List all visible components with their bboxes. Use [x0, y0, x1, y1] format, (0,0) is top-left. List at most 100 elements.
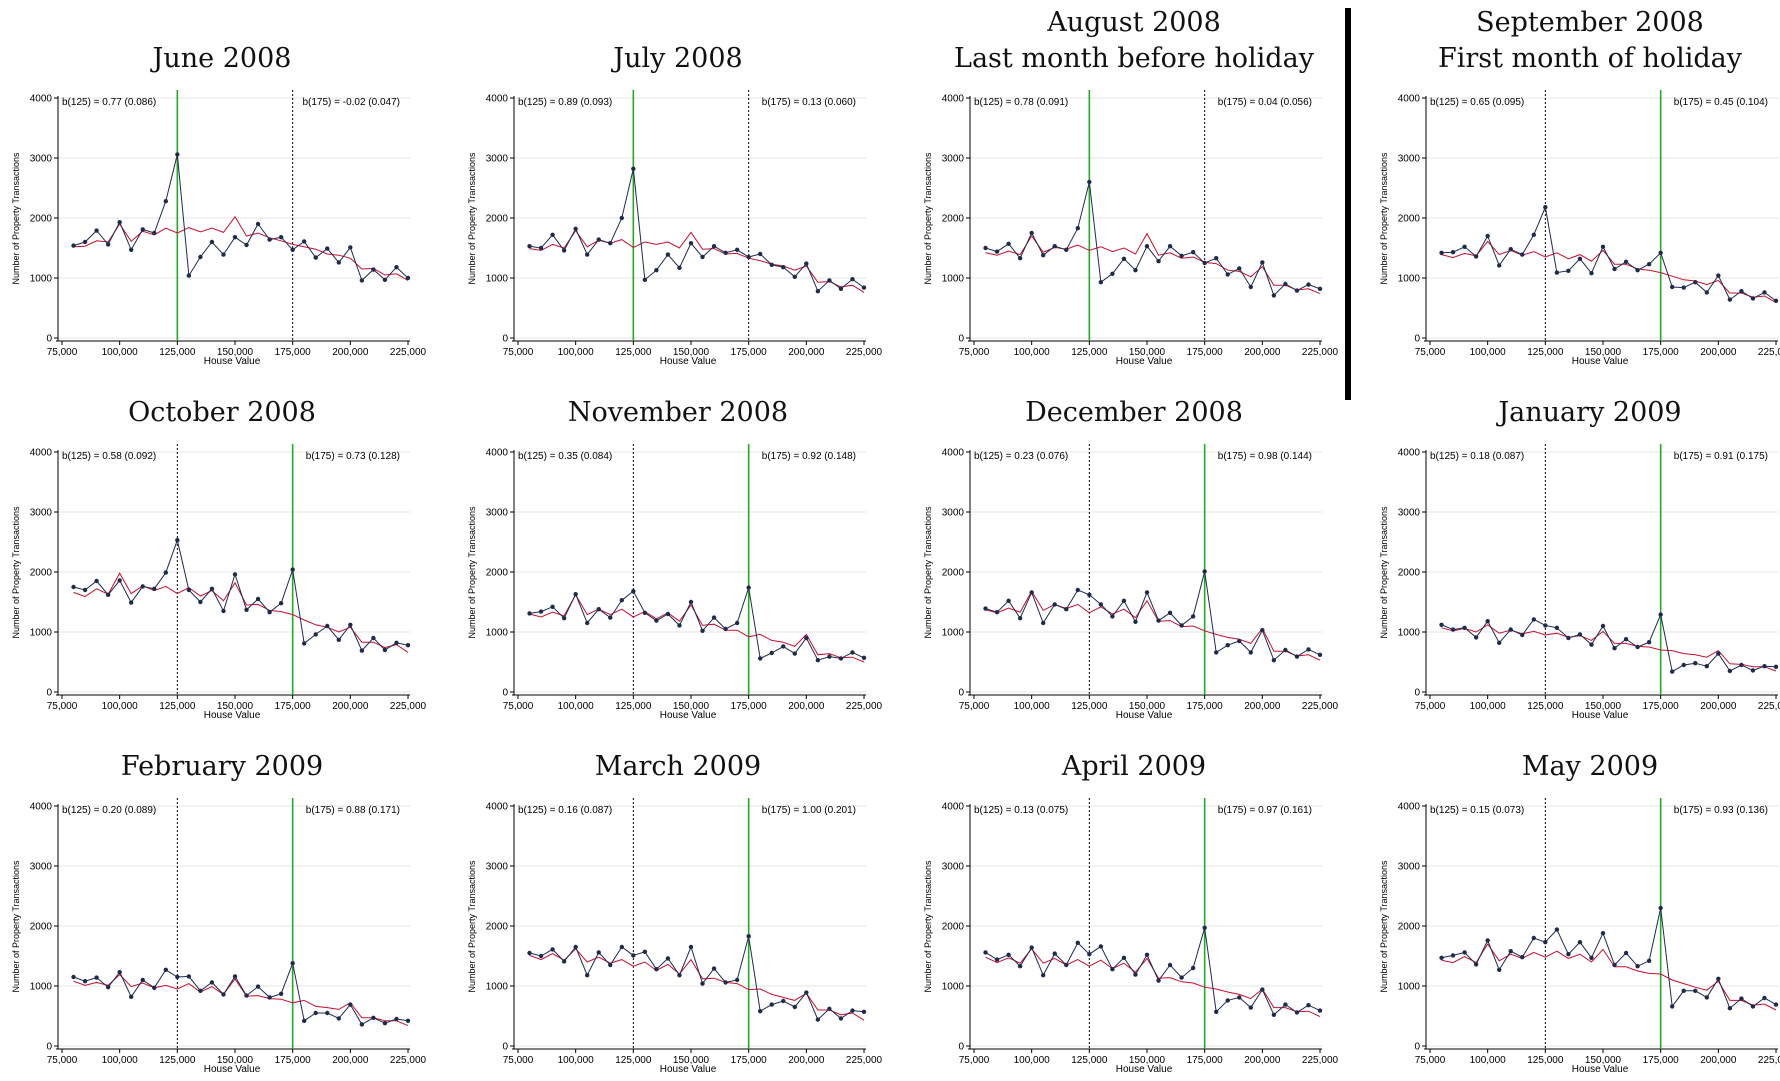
observed-point: [1727, 297, 1733, 302]
chart-title: May 2009: [1521, 751, 1659, 782]
x-tick-label: 100,000: [102, 1055, 139, 1066]
x-tick-label: 150,000: [1585, 347, 1622, 358]
chart-panel: April 2009 0 1000 2000 3000 4000 75,000 100,000…: [912, 708, 1356, 1075]
observed-point: [527, 950, 532, 956]
observed-point: [861, 285, 867, 290]
y-tick-label: 2000: [942, 214, 965, 225]
x-axis-label: House Value: [660, 710, 717, 721]
x-tick-label: 225,000: [1758, 347, 1780, 358]
y-tick-label: 0: [958, 334, 964, 345]
observed-point: [538, 953, 544, 959]
observed-point: [129, 247, 134, 252]
x-tick-label: 175,000: [1187, 347, 1224, 358]
y-tick-label: 3000: [1398, 508, 1421, 519]
observed-point: [1520, 252, 1525, 257]
x-tick-label: 200,000: [1700, 701, 1737, 712]
chart-svg: 0 1000 2000 3000 4000 75,000 100,000 125,000 150…: [467, 90, 883, 367]
observed-point: [209, 980, 215, 985]
observed-point: [1317, 286, 1323, 291]
observed-point: [117, 970, 122, 975]
observed-point: [140, 227, 145, 232]
observed-point: [163, 199, 168, 204]
observed-point: [1064, 607, 1069, 612]
observed-point: [302, 1018, 307, 1023]
observed-point: [746, 585, 751, 590]
observed-point: [688, 944, 694, 950]
observed-point: [1064, 962, 1069, 968]
coef-right-label: b(175) = 0.93 (0.136): [1674, 805, 1768, 816]
coef-left-label: b(125) = 0.77 (0.086): [62, 97, 156, 108]
observed-point: [1577, 632, 1583, 637]
observed-point: [804, 990, 809, 995]
observed-point: [1739, 289, 1744, 294]
observed-point: [198, 599, 203, 605]
observed-point: [1635, 964, 1640, 969]
observed-point: [1566, 268, 1571, 273]
observed-point: [1670, 1004, 1675, 1009]
y-tick-label: 3000: [1398, 154, 1421, 165]
observed-point: [1167, 610, 1173, 615]
observed-point: [861, 1009, 867, 1014]
observed-point: [1214, 1009, 1219, 1014]
observed-point: [1750, 296, 1756, 301]
observed-point: [1283, 647, 1288, 653]
x-tick-label: 125,000: [1527, 1055, 1564, 1066]
y-tick-label: 4000: [942, 448, 965, 459]
x-tick-label: 200,000: [1244, 1055, 1281, 1066]
observed-point: [198, 988, 203, 993]
observed-point: [1294, 288, 1300, 293]
y-tick-label: 3000: [942, 862, 965, 873]
x-axis-label: House Value: [1116, 710, 1173, 721]
observed-point: [175, 974, 180, 980]
y-axis-label: Number of Property Transactions: [1379, 860, 1389, 993]
coef-right-label: b(175) = 0.98 (0.144): [1218, 451, 1312, 462]
observed-point: [394, 265, 399, 270]
observed-point: [348, 245, 353, 250]
observed-point: [1612, 266, 1617, 272]
y-tick-label: 1000: [942, 274, 965, 285]
observed-series-line: [73, 538, 409, 652]
x-axis-label: House Value: [660, 1064, 717, 1075]
observed-series-line: [73, 154, 409, 282]
observed-point: [1670, 669, 1675, 674]
chart-title: November 2008: [567, 397, 789, 428]
observed-point: [983, 950, 988, 955]
observed-point: [1260, 260, 1265, 265]
observed-point: [994, 249, 1000, 254]
chart-subtitle: Last month before holiday: [954, 43, 1314, 74]
x-tick-label: 125,000: [159, 701, 196, 712]
observed-point: [405, 275, 411, 281]
observed-series-line: [1441, 205, 1777, 302]
y-tick-label: 2000: [942, 922, 965, 933]
coef-left-label: b(125) = 0.13 (0.075): [974, 805, 1068, 816]
chart-title: January 2009: [1498, 397, 1682, 428]
observed-point: [1623, 950, 1629, 956]
observed-point: [1439, 622, 1444, 627]
observed-point: [631, 589, 636, 594]
y-tick-label: 0: [958, 1042, 964, 1053]
observed-point: [700, 628, 705, 633]
observed-point: [1773, 1002, 1779, 1007]
observed-series-line: [529, 168, 865, 293]
observed-point: [140, 977, 145, 983]
observed-point: [325, 1010, 330, 1016]
observed-point: [186, 273, 192, 278]
observed-point: [1283, 281, 1288, 287]
x-tick-label: 225,000: [1758, 701, 1780, 712]
observed-point: [1704, 290, 1709, 295]
observed-point: [815, 289, 821, 294]
y-tick-label: 4000: [942, 802, 965, 813]
x-tick-label: 75,000: [959, 347, 990, 358]
observed-point: [1450, 627, 1456, 632]
x-axis-label: House Value: [1116, 356, 1173, 367]
observed-point: [1646, 262, 1652, 267]
chart-svg: 0 1000 2000 3000 4000 75,000 100,000 125,000 150…: [1379, 90, 1780, 367]
x-tick-label: 200,000: [1700, 1055, 1737, 1066]
y-tick-label: 2000: [1398, 214, 1421, 225]
chart-panel: June 2008 0 1000 2000 3000 4000 75,000 100,000 1…: [0, 0, 444, 367]
observed-point: [1716, 976, 1721, 981]
observed-point: [550, 232, 555, 237]
y-tick-label: 2000: [486, 922, 509, 933]
x-tick-label: 225,000: [846, 701, 883, 712]
